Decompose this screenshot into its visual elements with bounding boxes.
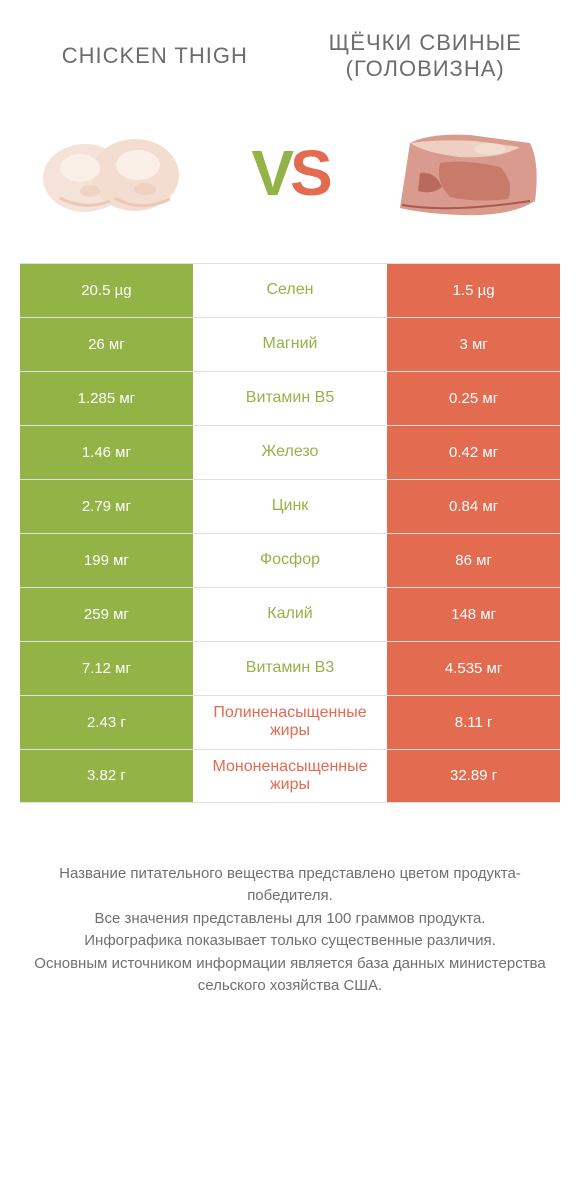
right-value: 3 мг	[387, 318, 560, 371]
vs-label: VS	[251, 136, 328, 210]
left-value: 1.285 мг	[20, 372, 193, 425]
nutrient-label: Витамин B3	[193, 642, 387, 695]
left-value: 7.12 мг	[20, 642, 193, 695]
nutrient-label: Витамин B5	[193, 372, 387, 425]
left-value: 2.79 мг	[20, 480, 193, 533]
nutrient-label: Цинк	[193, 480, 387, 533]
left-value: 2.43 г	[20, 696, 193, 749]
pork-cheek-image	[380, 113, 550, 233]
table-row: 20.5 µgСелен1.5 µg	[20, 263, 560, 317]
left-value: 259 мг	[20, 588, 193, 641]
table-row: 26 мгМагний3 мг	[20, 317, 560, 371]
right-value: 0.84 мг	[387, 480, 560, 533]
nutrient-label: Калий	[193, 588, 387, 641]
hero-row: VS	[20, 113, 560, 233]
right-value: 8.11 г	[387, 696, 560, 749]
table-row: 1.46 мгЖелезо0.42 мг	[20, 425, 560, 479]
nutrient-label: Полиненасыщенные жиры	[193, 696, 387, 749]
vs-letter-s: S	[290, 137, 329, 209]
left-value: 20.5 µg	[20, 264, 193, 317]
right-value: 86 мг	[387, 534, 560, 587]
left-value: 199 мг	[20, 534, 193, 587]
right-value: 0.25 мг	[387, 372, 560, 425]
right-title-line-1: ЩЁЧКИ СВИНЫЕ	[300, 30, 550, 56]
nutrient-label: Магний	[193, 318, 387, 371]
right-value: 0.42 мг	[387, 426, 560, 479]
nutrient-label: Фосфор	[193, 534, 387, 587]
left-value: 1.46 мг	[20, 426, 193, 479]
chicken-thigh-image	[30, 113, 200, 233]
nutrient-table: 20.5 µgСелен1.5 µg26 мгМагний3 мг1.285 м…	[20, 263, 560, 803]
nutrient-label: Железо	[193, 426, 387, 479]
footer-line-2: Все значения представлены для 100 граммо…	[30, 908, 550, 931]
vs-letter-v: V	[251, 137, 290, 209]
table-row: 7.12 мгВитамин B34.535 мг	[20, 641, 560, 695]
right-value: 32.89 г	[387, 750, 560, 802]
footer-notes: Название питательного вещества представл…	[20, 863, 560, 998]
left-value: 26 мг	[20, 318, 193, 371]
footer-line-3: Инфографика показывает только существенн…	[30, 930, 550, 953]
table-row: 2.79 мгЦинк0.84 мг	[20, 479, 560, 533]
right-product-title: ЩЁЧКИ СВИНЫЕ (ГОЛОВИЗНА)	[300, 30, 550, 83]
table-row: 3.82 гМононенасыщенные жиры32.89 г	[20, 749, 560, 803]
left-product-title: CHICKEN THIGH	[30, 43, 280, 69]
table-row: 259 мгКалий148 мг	[20, 587, 560, 641]
table-row: 2.43 гПолиненасыщенные жиры8.11 г	[20, 695, 560, 749]
nutrient-label: Мононенасыщенные жиры	[193, 750, 387, 802]
right-value: 148 мг	[387, 588, 560, 641]
left-value: 3.82 г	[20, 750, 193, 802]
right-title-line-2: (ГОЛОВИЗНА)	[300, 56, 550, 82]
footer-line-4: Основным источником информации является …	[30, 953, 550, 998]
footer-line-1: Название питательного вещества представл…	[30, 863, 550, 908]
header-titles: CHICKEN THIGH ЩЁЧКИ СВИНЫЕ (ГОЛОВИЗНА)	[20, 30, 560, 83]
right-value: 4.535 мг	[387, 642, 560, 695]
table-row: 199 мгФосфор86 мг	[20, 533, 560, 587]
right-value: 1.5 µg	[387, 264, 560, 317]
nutrient-label: Селен	[193, 264, 387, 317]
table-row: 1.285 мгВитамин B50.25 мг	[20, 371, 560, 425]
